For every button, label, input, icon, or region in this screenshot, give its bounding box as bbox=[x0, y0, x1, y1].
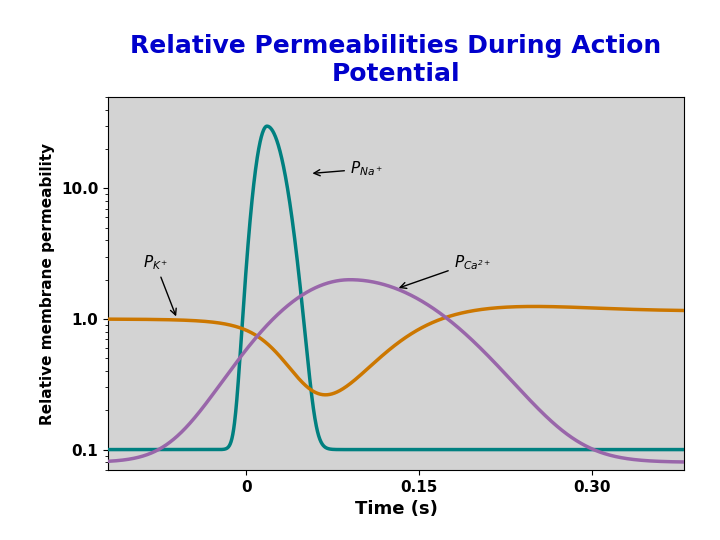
Text: $P_{\mathregular{K^+}}$: $P_{\mathregular{K^+}}$ bbox=[143, 253, 176, 315]
Text: $P_{\mathregular{Na^+}}$: $P_{\mathregular{Na^+}}$ bbox=[314, 160, 383, 178]
Title: Relative Permeabilities During Action
Potential: Relative Permeabilities During Action Po… bbox=[130, 33, 662, 85]
Text: $P_{\mathregular{Ca^{2+}}}$: $P_{\mathregular{Ca^{2+}}}$ bbox=[400, 253, 490, 288]
X-axis label: Time (s): Time (s) bbox=[354, 500, 438, 518]
Y-axis label: Relative membrane permeability: Relative membrane permeability bbox=[40, 143, 55, 424]
